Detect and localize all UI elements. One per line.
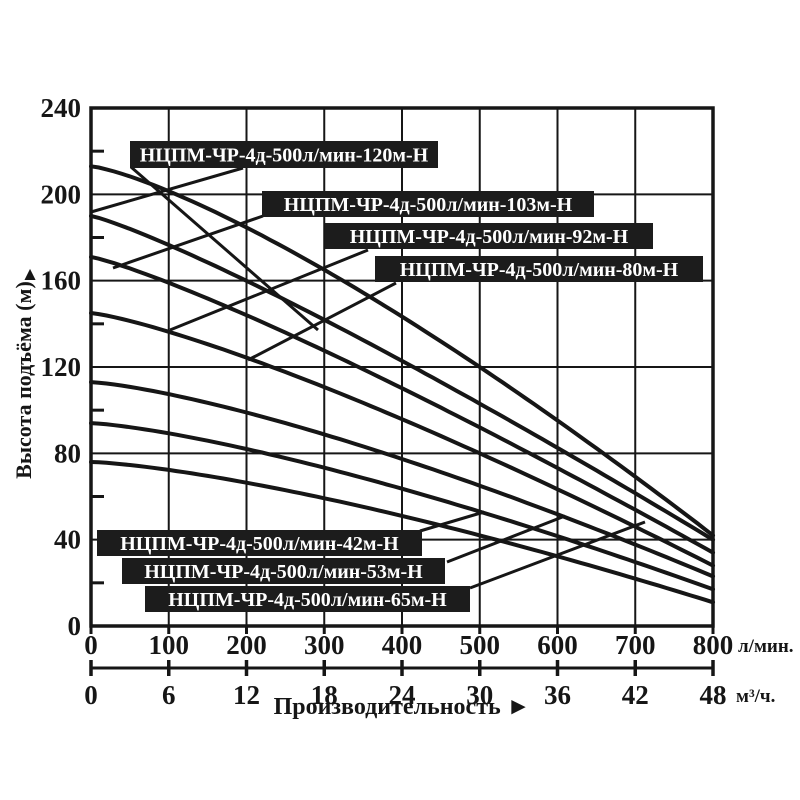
curve-label-box bbox=[130, 141, 438, 168]
pump-curve-1 bbox=[89, 213, 715, 542]
curve-label-box bbox=[375, 256, 703, 282]
label-pointer-line bbox=[419, 510, 485, 533]
x-tick-label-lpm: 800 bbox=[693, 630, 734, 660]
x-tick-label-lpm: 600 bbox=[537, 630, 578, 660]
pump-curve-0 bbox=[89, 164, 715, 538]
pump-curve-5 bbox=[89, 421, 715, 592]
curve-label-text: НЦПМ-ЧР-4д-500л/мин-65м-Н bbox=[168, 589, 447, 611]
curve-label-text: НЦПМ-ЧР-4д-500л/мин-42м-Н bbox=[120, 533, 399, 555]
x-tick-label-m3h: 6 bbox=[162, 680, 176, 710]
x-tick-label-m3h: 36 bbox=[544, 680, 571, 710]
y-tick-label: 120 bbox=[41, 352, 82, 382]
curve-label-box bbox=[145, 586, 470, 612]
y-tick-label: 160 bbox=[41, 266, 82, 296]
curve-label-text: НЦПМ-ЧР-4д-500л/мин-120м-Н bbox=[140, 145, 429, 167]
curve-label-box bbox=[325, 223, 653, 249]
x-tick-label-lpm: 100 bbox=[149, 630, 190, 660]
y-tick-label: 80 bbox=[54, 438, 81, 468]
label-pointer-line bbox=[112, 214, 264, 270]
x-tick-label-lpm: 200 bbox=[226, 630, 267, 660]
y-axis-arrow-icon: ▲ bbox=[21, 264, 40, 285]
curve-label-text: НЦПМ-ЧР-4д-500л/мин-92м-Н bbox=[350, 226, 629, 248]
x-tick-label-lpm: 0 bbox=[84, 630, 98, 660]
curve-label-box bbox=[122, 558, 445, 584]
y-tick-label: 240 bbox=[41, 93, 82, 123]
x-tick-label-m3h: 42 bbox=[622, 680, 649, 710]
curve-label-box bbox=[97, 530, 422, 556]
label-pointer-line bbox=[90, 166, 244, 214]
plot-border bbox=[89, 106, 715, 628]
x-tick-label-lpm: 300 bbox=[304, 630, 345, 660]
x-tick-label-m3h: 48 bbox=[700, 680, 727, 710]
x-tick-label-m3h: 30 bbox=[466, 680, 493, 710]
x-unit-m3h: м³/ч. bbox=[736, 686, 775, 707]
label-pointer-line bbox=[469, 520, 646, 590]
label-pointer-line bbox=[130, 165, 319, 332]
y-tick-label: 0 bbox=[68, 611, 82, 641]
x-tick-label-lpm: 500 bbox=[460, 630, 501, 660]
x-tick-label-m3h: 18 bbox=[311, 680, 338, 710]
x-tick-label-m3h: 24 bbox=[389, 680, 416, 710]
x-tick-label-m3h: 12 bbox=[233, 680, 260, 710]
pump-curve-3 bbox=[89, 311, 715, 568]
x-tick-label-lpm: 400 bbox=[382, 630, 423, 660]
y-axis-title: Высота подъёма (м) bbox=[11, 281, 36, 479]
x-tick-label-m3h: 0 bbox=[84, 680, 98, 710]
curve-label-text: НЦПМ-ЧР-4д-500л/мин-103м-Н bbox=[284, 194, 573, 216]
pump-curve-2 bbox=[89, 254, 715, 555]
x-tick-label-lpm: 700 bbox=[615, 630, 656, 660]
curve-label-box bbox=[262, 191, 594, 217]
label-pointer-line bbox=[169, 248, 369, 332]
x-unit-lpm: л/мин. bbox=[738, 636, 794, 657]
y-tick-label: 40 bbox=[54, 525, 81, 555]
curve-label-text: НЦПМ-ЧР-4д-500л/мин-53м-Н bbox=[144, 561, 423, 583]
x-axis-title: Производительность ► bbox=[274, 694, 531, 720]
y-tick-label: 200 bbox=[41, 179, 82, 209]
label-pointer-line bbox=[446, 514, 566, 564]
label-pointer-line bbox=[247, 281, 397, 362]
curve-label-text: НЦПМ-ЧР-4д-500л/мин-80м-Н bbox=[400, 259, 679, 281]
pump-curve-6 bbox=[89, 460, 715, 605]
